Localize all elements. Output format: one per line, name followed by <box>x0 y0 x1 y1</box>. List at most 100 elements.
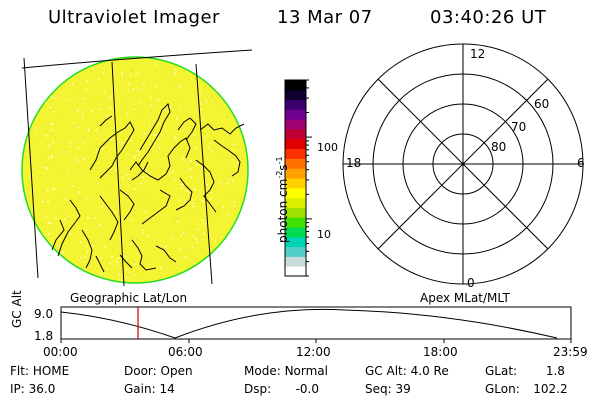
speckle-pixel <box>62 251 64 253</box>
speckle-pixel <box>139 139 141 141</box>
speckle-pixel <box>85 245 87 247</box>
speckle-pixel <box>169 106 171 108</box>
speckle-pixel <box>101 177 103 180</box>
speckle-pixel <box>161 74 163 77</box>
speckle-pixel <box>184 202 187 204</box>
colorbar-frame <box>284 79 307 277</box>
speckle-pixel <box>86 79 89 82</box>
speckle-pixel <box>103 92 106 94</box>
speckle-pixel <box>90 70 93 72</box>
speckle-pixel <box>170 86 172 88</box>
speckle-pixel <box>52 188 54 190</box>
speckle-pixel <box>210 151 212 153</box>
speckle-pixel <box>125 268 128 270</box>
speckle-pixel <box>162 134 164 137</box>
speckle-pixel <box>87 217 89 219</box>
speckle-pixel <box>179 85 181 88</box>
speckle-pixel <box>171 72 173 75</box>
speckle-pixel <box>51 166 54 168</box>
gc-alt-field: GC Alt: 4.0 Re <box>365 364 449 378</box>
speckle-pixel <box>45 164 47 167</box>
speckle-pixel <box>210 197 212 200</box>
speckle-pixel <box>45 134 48 137</box>
speckle-pixel <box>130 220 132 222</box>
speckle-pixel <box>40 203 42 205</box>
speckle-pixel <box>124 75 126 77</box>
speckle-pixel <box>183 208 185 210</box>
lat-label-80: 80 <box>491 140 507 154</box>
speckle-pixel <box>164 109 167 111</box>
speckle-pixel <box>120 188 122 190</box>
speckle-pixel <box>130 74 132 76</box>
speckle-pixel <box>158 147 161 149</box>
speckle-pixel <box>164 66 167 69</box>
speckle-pixel <box>137 110 139 112</box>
speckle-pixel <box>199 92 201 94</box>
speckle-pixel <box>172 223 174 225</box>
speckle-pixel <box>100 100 102 102</box>
speckle-pixel <box>228 178 231 180</box>
speckle-pixel <box>85 89 87 91</box>
seq-field: Seq: 39 <box>365 382 411 396</box>
speckle-pixel <box>55 209 57 211</box>
speckle-pixel <box>179 106 182 108</box>
speckle-pixel <box>145 170 147 173</box>
speckle-pixel <box>121 174 123 177</box>
speckle-pixel <box>217 240 220 242</box>
speckle-pixel <box>229 177 231 179</box>
speckle-pixel <box>111 256 113 258</box>
colorbar-segment <box>285 168 306 179</box>
speckle-pixel <box>45 124 47 126</box>
speckle-pixel <box>146 82 148 84</box>
speckle-pixel <box>222 206 224 209</box>
speckle-pixel <box>191 212 193 214</box>
speckle-pixel <box>209 142 211 145</box>
speckle-pixel <box>47 189 49 191</box>
speckle-pixel <box>157 168 160 171</box>
speckle-pixel <box>62 251 65 254</box>
speckle-pixel <box>41 157 43 160</box>
speckle-pixel <box>82 98 84 100</box>
speckle-pixel <box>177 191 180 194</box>
speckle-pixel <box>142 229 145 231</box>
speckle-pixel <box>140 188 142 190</box>
speckle-pixel <box>116 263 119 266</box>
speckle-pixel <box>196 207 199 210</box>
speckle-pixel <box>46 167 48 170</box>
speckle-pixel <box>102 147 104 150</box>
colorbar-segment <box>285 266 306 277</box>
speckle-pixel <box>115 222 118 224</box>
speckle-pixel <box>100 174 102 177</box>
speckle-pixel <box>95 129 98 132</box>
speckle-pixel <box>131 190 133 192</box>
speckle-pixel <box>50 122 53 125</box>
speckle-pixel <box>155 70 157 73</box>
speckle-pixel <box>45 102 47 104</box>
observation-time: 03:40:26 UT <box>430 7 547 28</box>
speckle-pixel <box>172 168 174 170</box>
speckle-pixel <box>26 178 29 180</box>
speckle-pixel <box>187 248 190 250</box>
right-panel-caption: Apex MLat/MLT <box>420 291 510 305</box>
colorbar-segment <box>285 138 306 150</box>
speckle-pixel <box>49 222 51 225</box>
speckle-pixel <box>121 176 124 179</box>
speckle-pixel <box>240 173 243 175</box>
speckle-pixel <box>102 275 105 277</box>
speckle-pixel <box>164 246 167 248</box>
speckle-pixel <box>105 223 107 226</box>
speckle-pixel <box>125 254 128 256</box>
speckle-pixel <box>71 144 73 147</box>
speckle-pixel <box>166 194 169 196</box>
speckle-pixel <box>163 247 166 250</box>
speckle-pixel <box>186 190 188 192</box>
speckle-pixel <box>74 111 76 114</box>
speckle-pixel <box>155 232 157 234</box>
speckle-pixel <box>77 89 79 91</box>
speckle-pixel <box>78 191 80 193</box>
speckle-pixel <box>237 146 239 148</box>
speckle-pixel <box>132 88 135 90</box>
speckle-pixel <box>182 158 184 160</box>
speckle-pixel <box>163 74 165 77</box>
